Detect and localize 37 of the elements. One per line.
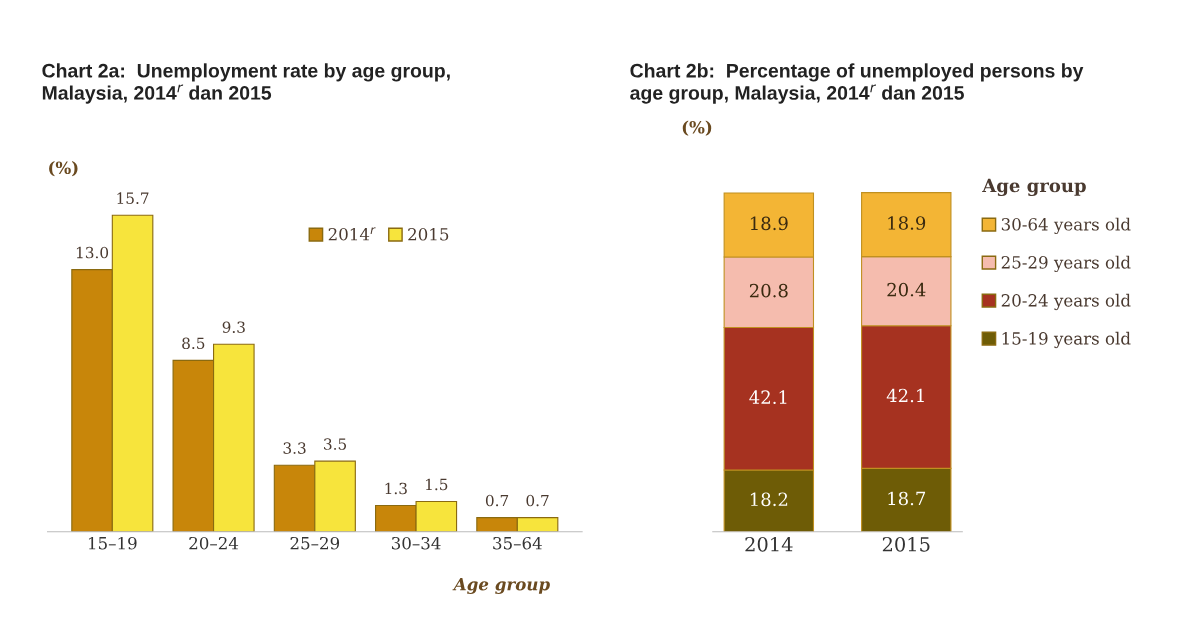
x-tick-label: 25–29 xyxy=(290,536,340,550)
data-label: 20.8 xyxy=(749,283,788,298)
data-label: 0.7 xyxy=(526,494,549,507)
x-axis-title: Age group xyxy=(452,578,550,594)
x-tick-label: 35–64 xyxy=(493,536,542,550)
x-tick-label: 2014 xyxy=(745,536,793,552)
legend-label: 2014$^{r}$ xyxy=(328,227,376,241)
legend-title: Age group xyxy=(982,178,1086,197)
data-label: 8.5 xyxy=(182,337,205,350)
data-label: 42.1 xyxy=(749,390,787,404)
data-label: 3.3 xyxy=(283,442,306,454)
data-label: 9.3 xyxy=(222,321,245,333)
x-tick-label: 2015 xyxy=(882,536,930,552)
legend-label: 25-29 years old xyxy=(1001,255,1131,273)
legend-label: 20-24 years old xyxy=(1001,293,1131,311)
chart-title: Chart 2a: Unemployment rate by age group, Malaysia, 2014$^{r}$ dan 2015 xyxy=(42,63,450,104)
data-label: 15.7 xyxy=(117,192,149,204)
x-tick-label: 30–34 xyxy=(391,536,441,550)
legend-label: 15-19 years old xyxy=(1002,331,1131,349)
legend-label: 30-64 years old xyxy=(1001,217,1131,235)
data-label: 18.7 xyxy=(888,491,926,506)
data-label: 18.9 xyxy=(750,216,788,231)
y-axis-title: (%) xyxy=(682,120,712,136)
data-label: 42.1 xyxy=(886,388,924,403)
data-label: 18.9 xyxy=(888,216,926,230)
data-label: 1.3 xyxy=(385,482,407,495)
data-label: 3.5 xyxy=(324,438,347,450)
data-label: 20.4 xyxy=(887,282,926,297)
data-label: 13.0 xyxy=(76,246,109,259)
x-tick-label: 15–19 xyxy=(88,536,137,550)
y-axis-title: (%) xyxy=(49,161,78,177)
chart-title: Chart 2b: Percentage of unemployed persons by age group, Malaysia, 2014$^{r}$ dan 2015 xyxy=(630,63,1084,104)
data-label: 0.7 xyxy=(485,494,509,507)
data-label: 18.2 xyxy=(750,492,788,507)
legend-label: 2015 xyxy=(408,227,449,241)
data-label: 1.5 xyxy=(426,478,448,491)
x-tick-label: 20–24 xyxy=(189,536,239,550)
